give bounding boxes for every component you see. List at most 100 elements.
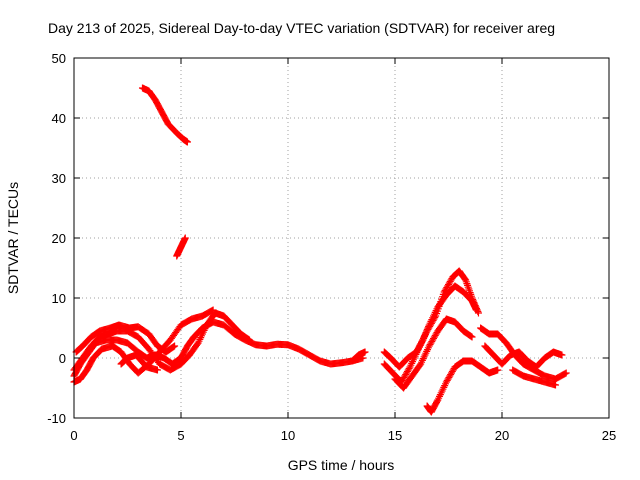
- data-point: [416, 361, 424, 369]
- chart-title: Day 213 of 2025, Sidereal Day-to-day VTE…: [48, 20, 555, 36]
- data-point: [431, 314, 439, 321]
- x-tick-label: 10: [281, 428, 295, 443]
- data-point: [181, 234, 189, 242]
- data-point: [426, 323, 434, 330]
- series-track-d: [72, 321, 179, 356]
- data-point: [472, 303, 480, 311]
- data-point: [494, 366, 502, 374]
- data-point: [562, 369, 570, 377]
- y-tick-label: 10: [52, 291, 66, 306]
- y-tick-label: 20: [52, 231, 66, 246]
- data-point: [402, 371, 410, 378]
- data-point: [429, 336, 437, 344]
- data-point: [209, 306, 217, 314]
- data-point: [431, 332, 439, 339]
- data-point: [428, 338, 436, 345]
- data-point: [427, 339, 435, 347]
- y-tick-label: 0: [59, 351, 66, 366]
- data-point: [428, 318, 436, 326]
- x-tick-label: 25: [602, 428, 616, 443]
- data-point: [444, 375, 452, 383]
- data-point: [426, 341, 434, 348]
- data-point: [430, 335, 438, 342]
- data-point: [405, 365, 413, 372]
- data-point: [427, 320, 435, 327]
- data-point: [427, 321, 435, 329]
- data-point: [433, 397, 441, 405]
- data-point: [425, 324, 433, 332]
- data-point: [153, 366, 161, 374]
- series-track-f: [348, 348, 369, 365]
- data-point: [468, 294, 476, 302]
- data-point: [430, 333, 438, 341]
- data-point: [193, 340, 201, 348]
- data-point: [445, 374, 453, 381]
- y-tick-label: 50: [52, 51, 66, 66]
- data-point: [430, 315, 438, 323]
- data-point: [446, 372, 454, 380]
- series-track-j: [423, 357, 502, 416]
- y-tick-label: 40: [52, 111, 66, 126]
- series-track-m: [509, 366, 559, 389]
- data-point: [473, 306, 481, 314]
- data-point: [470, 299, 478, 306]
- data-point: [440, 288, 448, 296]
- x-tick-label: 20: [495, 428, 509, 443]
- data-point: [558, 351, 566, 359]
- data-point: [474, 309, 482, 317]
- data-point: [445, 281, 452, 288]
- data-point: [443, 377, 451, 384]
- data-point: [471, 300, 479, 308]
- data-point: [403, 369, 411, 377]
- data-point: [441, 287, 449, 294]
- series-gap-arc-2: [173, 234, 189, 260]
- data-point: [447, 369, 455, 377]
- y-tick-label: 30: [52, 171, 66, 186]
- data-point: [399, 375, 407, 383]
- data-point: [400, 374, 408, 381]
- y-tick-label: -10: [47, 411, 66, 426]
- data-point: [552, 381, 559, 389]
- data-point: [449, 366, 457, 374]
- data-point: [171, 342, 179, 350]
- x-axis-label: GPS time / hours: [288, 457, 395, 473]
- series-track-e: [117, 351, 161, 374]
- data-point: [403, 368, 411, 375]
- data-point: [424, 326, 432, 333]
- data-point: [401, 372, 409, 380]
- data-point: [245, 336, 253, 344]
- y-axis-label: SDTVAR / TECUs: [5, 182, 21, 294]
- x-tick-label: 15: [388, 428, 402, 443]
- data-point: [442, 378, 450, 386]
- series-track-c: [70, 306, 217, 386]
- data-point: [471, 302, 479, 309]
- data-point: [446, 278, 454, 285]
- x-tick-label: 5: [177, 428, 184, 443]
- data-point: [447, 276, 455, 284]
- series-track-h: [380, 267, 482, 386]
- series-track-l: [481, 342, 566, 371]
- series-track-i: [391, 315, 476, 392]
- data-point: [473, 305, 481, 312]
- data-point: [183, 138, 191, 146]
- data-point: [469, 296, 477, 303]
- data-point: [423, 327, 431, 335]
- data-point: [404, 366, 412, 374]
- data-point: [447, 371, 455, 378]
- data-point: [425, 342, 433, 350]
- data-point: [448, 368, 456, 375]
- x-tick-label: 0: [70, 428, 77, 443]
- series-gap-arc-1: [138, 84, 191, 146]
- data-series: [70, 84, 570, 416]
- data-point: [474, 308, 482, 315]
- data-point: [432, 330, 440, 338]
- series-track-b: [70, 309, 253, 374]
- data-point: [442, 285, 450, 293]
- data-point: [468, 333, 476, 341]
- data-point: [445, 279, 453, 287]
- data-point: [443, 284, 451, 291]
- data-point: [361, 348, 369, 356]
- data-point: [444, 282, 452, 290]
- data-point: [469, 297, 477, 305]
